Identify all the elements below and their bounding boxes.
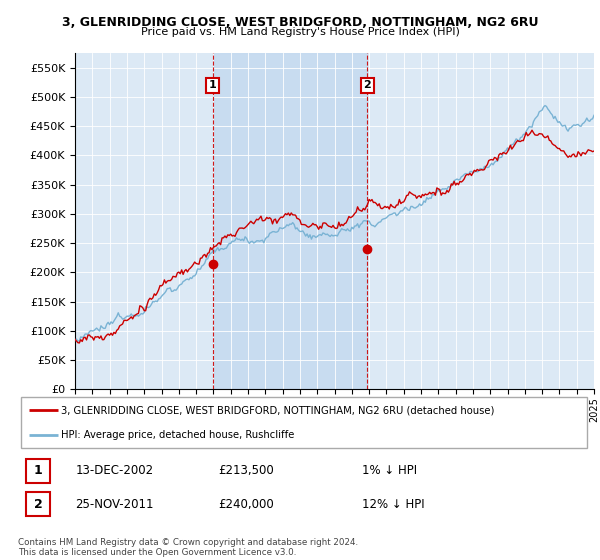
Text: 12% ↓ HPI: 12% ↓ HPI: [362, 498, 424, 511]
FancyBboxPatch shape: [21, 397, 587, 448]
FancyBboxPatch shape: [26, 459, 50, 483]
FancyBboxPatch shape: [26, 492, 50, 516]
Text: 13-DEC-2002: 13-DEC-2002: [76, 464, 154, 478]
Text: 1: 1: [34, 464, 43, 478]
Text: 25-NOV-2011: 25-NOV-2011: [76, 498, 154, 511]
Text: 2: 2: [34, 498, 43, 511]
Text: £213,500: £213,500: [218, 464, 274, 478]
Text: Price paid vs. HM Land Registry's House Price Index (HPI): Price paid vs. HM Land Registry's House …: [140, 27, 460, 37]
Text: 1: 1: [209, 80, 217, 90]
Text: 3, GLENRIDDING CLOSE, WEST BRIDGFORD, NOTTINGHAM, NG2 6RU (detached house): 3, GLENRIDDING CLOSE, WEST BRIDGFORD, NO…: [61, 405, 494, 416]
Bar: [212, 53, 367, 389]
Text: 2: 2: [364, 80, 371, 90]
Text: HPI: Average price, detached house, Rushcliffe: HPI: Average price, detached house, Rush…: [61, 430, 295, 440]
Text: 1% ↓ HPI: 1% ↓ HPI: [362, 464, 417, 478]
Text: £240,000: £240,000: [218, 498, 274, 511]
Text: 3, GLENRIDDING CLOSE, WEST BRIDGFORD, NOTTINGHAM, NG2 6RU: 3, GLENRIDDING CLOSE, WEST BRIDGFORD, NO…: [62, 16, 538, 29]
Text: Contains HM Land Registry data © Crown copyright and database right 2024.
This d: Contains HM Land Registry data © Crown c…: [18, 538, 358, 557]
